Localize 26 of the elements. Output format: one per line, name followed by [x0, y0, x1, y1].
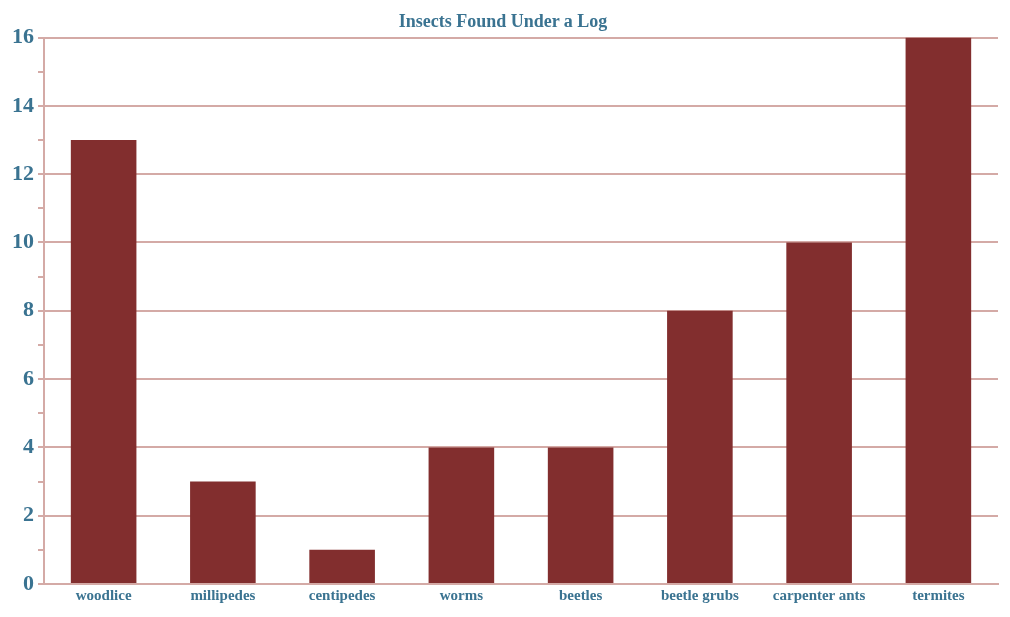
x-tick-label: worms	[439, 586, 484, 603]
y-tick-label: 4	[23, 433, 34, 459]
bar	[428, 447, 495, 583]
y-tick-label: 12	[12, 159, 34, 185]
y-tick-label: 10	[12, 228, 34, 254]
x-tick-label: beetles	[558, 586, 603, 603]
bar	[309, 549, 375, 583]
bar	[190, 481, 256, 583]
y-tick-label: 0	[23, 569, 34, 595]
x-tick-label: termites	[912, 586, 965, 603]
x-tick-label: centipedes	[308, 586, 376, 603]
bar	[547, 447, 614, 583]
bar	[905, 37, 972, 583]
x-tick-label: millipedes	[190, 586, 256, 603]
y-tick-label: 6	[23, 364, 34, 390]
x-tick-label: beetle grubs	[660, 586, 739, 603]
x-tick-label: carpenter ants	[772, 586, 866, 603]
y-tick-label: 8	[23, 296, 34, 322]
chart-title: Insects Found Under a Log	[398, 11, 608, 32]
bar	[70, 140, 137, 583]
bar	[786, 242, 852, 583]
y-tick-label: 2	[23, 501, 34, 527]
bar	[667, 310, 733, 583]
x-tick-label: woodlice	[75, 586, 132, 603]
y-tick-label: 16	[12, 23, 34, 49]
y-tick-label: 14	[12, 91, 34, 117]
